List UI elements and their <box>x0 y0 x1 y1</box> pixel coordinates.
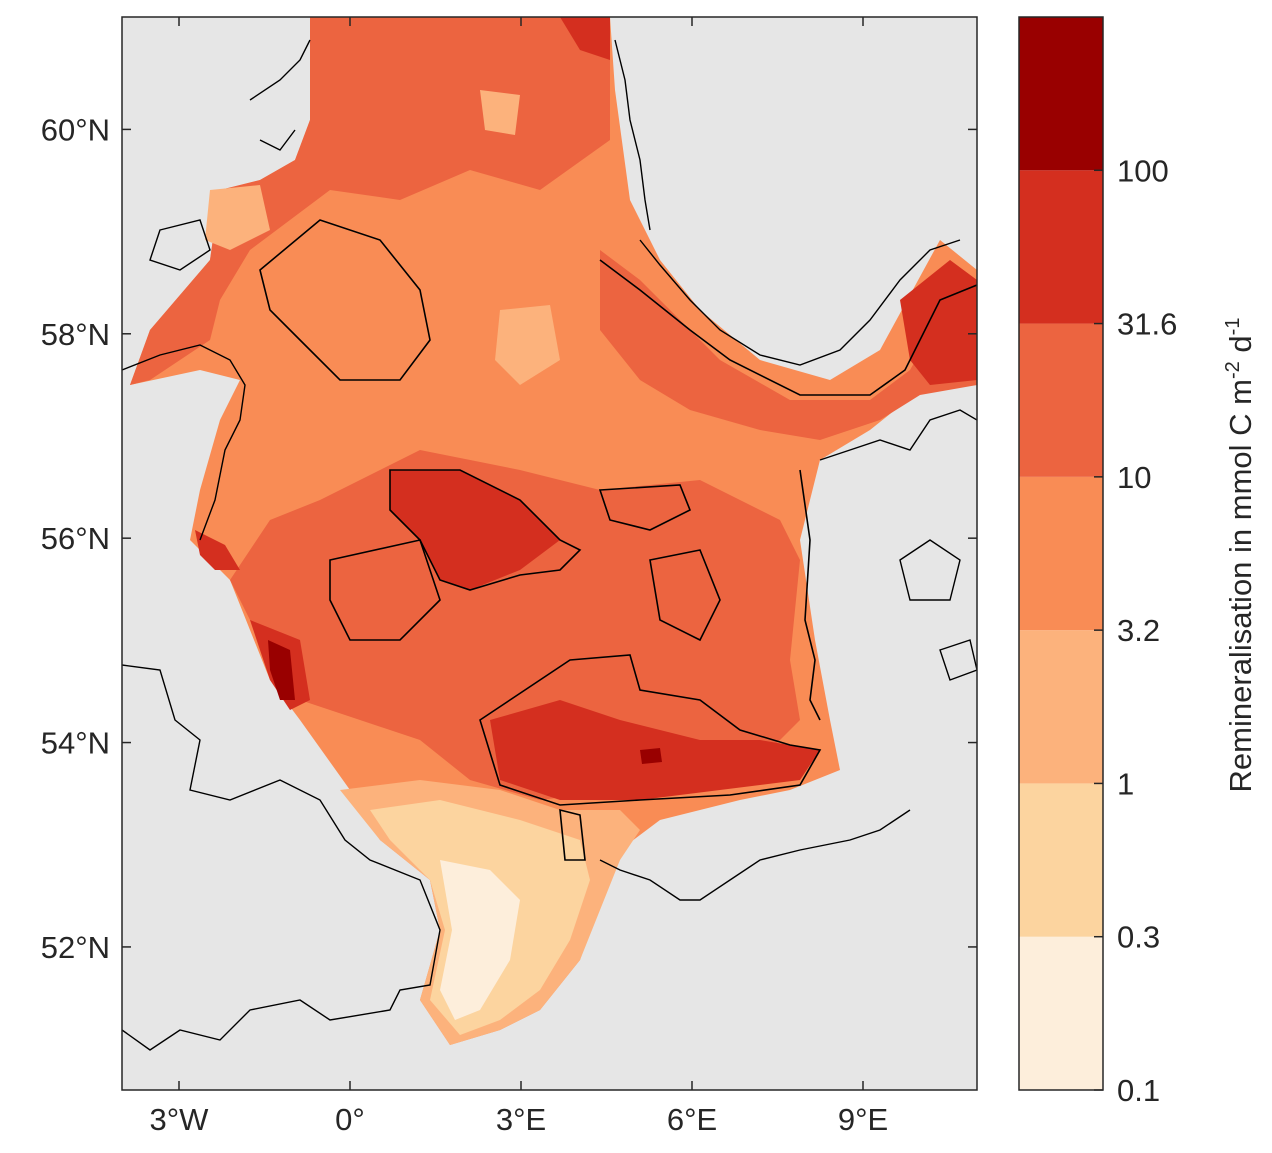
sea-field-10b <box>230 450 800 800</box>
colorbar-bin <box>1019 936 1103 1090</box>
contour-line <box>559 808 586 861</box>
lat-tick-label: 56°N <box>41 521 110 556</box>
colorbar-tick-label: 10 <box>1117 460 1151 495</box>
scandinavia-land <box>440 17 977 1090</box>
sea-field-10c <box>600 250 977 440</box>
lat-tick-label: 58°N <box>41 317 110 352</box>
coastline <box>899 539 977 681</box>
coastline <box>249 39 311 151</box>
lat-tick-label: 60°N <box>41 112 110 147</box>
lon-tick-label: 6°E <box>667 1102 717 1137</box>
coastline <box>599 809 911 901</box>
sea-field-31e <box>560 17 610 60</box>
longitude-axis: 3°W 0° 3°E 6°E 9°E <box>150 17 888 1137</box>
sea-field-31 <box>390 470 560 590</box>
sea-field-3d <box>480 90 520 135</box>
colorbar <box>1019 17 1103 1090</box>
colorbar-tick-label: 3.2 <box>1117 613 1160 648</box>
colorbar-frame <box>1018 16 1104 1091</box>
sea-field-0.3 <box>440 860 520 1020</box>
latitude-axis: 60°N 58°N 56°N 54°N 52°N <box>41 112 977 965</box>
colorbar-bin <box>1019 783 1103 937</box>
contour-line <box>389 469 582 591</box>
contour-line <box>259 219 431 381</box>
colorbar-tick-label: 31.6 <box>1117 307 1177 342</box>
contour-line <box>649 549 721 642</box>
contour-line <box>799 469 821 721</box>
map-frame <box>121 16 978 1091</box>
lon-tick-label: 3°W <box>150 1102 210 1137</box>
sea-field-31d <box>900 260 977 385</box>
coastline <box>819 409 977 461</box>
colorbar-bin <box>1019 630 1103 784</box>
contour-line <box>599 259 977 396</box>
sea-field-31f <box>195 530 240 570</box>
colorbar-title: Remineralisation in mmol C m-2 d-1 <box>1222 318 1258 793</box>
colorbar-bin <box>1019 476 1103 631</box>
coastline <box>639 239 961 366</box>
uk-land <box>122 17 310 295</box>
colorbar-tick-label: 100 <box>1117 153 1169 188</box>
colorbar-tick-label: 0.1 <box>1117 1073 1160 1108</box>
colorbar-bin <box>1019 17 1103 171</box>
colorbar-bin <box>1019 323 1103 477</box>
coastline <box>614 39 651 231</box>
colorbar-tick-label: 0.3 <box>1117 920 1160 955</box>
sea-field-100 <box>268 640 295 700</box>
lon-tick-label: 3°E <box>496 1102 546 1137</box>
lon-tick-label: 9°E <box>838 1102 888 1137</box>
sea-field-3b <box>205 185 270 250</box>
coastline <box>122 664 441 1051</box>
lon-tick-label: 0° <box>335 1102 365 1137</box>
contour-line <box>479 654 822 806</box>
sea-field-3c <box>495 305 560 385</box>
colorbar-labels: 0.1 0.3 1 3.2 10 31.6 100 <box>1094 153 1177 1108</box>
coastline <box>122 344 246 541</box>
contour-line <box>329 539 441 641</box>
coastline <box>149 219 211 271</box>
contour-line <box>598 484 692 531</box>
sea-field-100b <box>640 748 662 764</box>
colorbar-tick-label: 1 <box>1117 766 1134 801</box>
colorbar-bin <box>1019 170 1103 324</box>
lat-tick-label: 52°N <box>41 930 110 965</box>
lat-tick-label: 54°N <box>41 726 110 761</box>
map-content <box>122 17 977 1090</box>
